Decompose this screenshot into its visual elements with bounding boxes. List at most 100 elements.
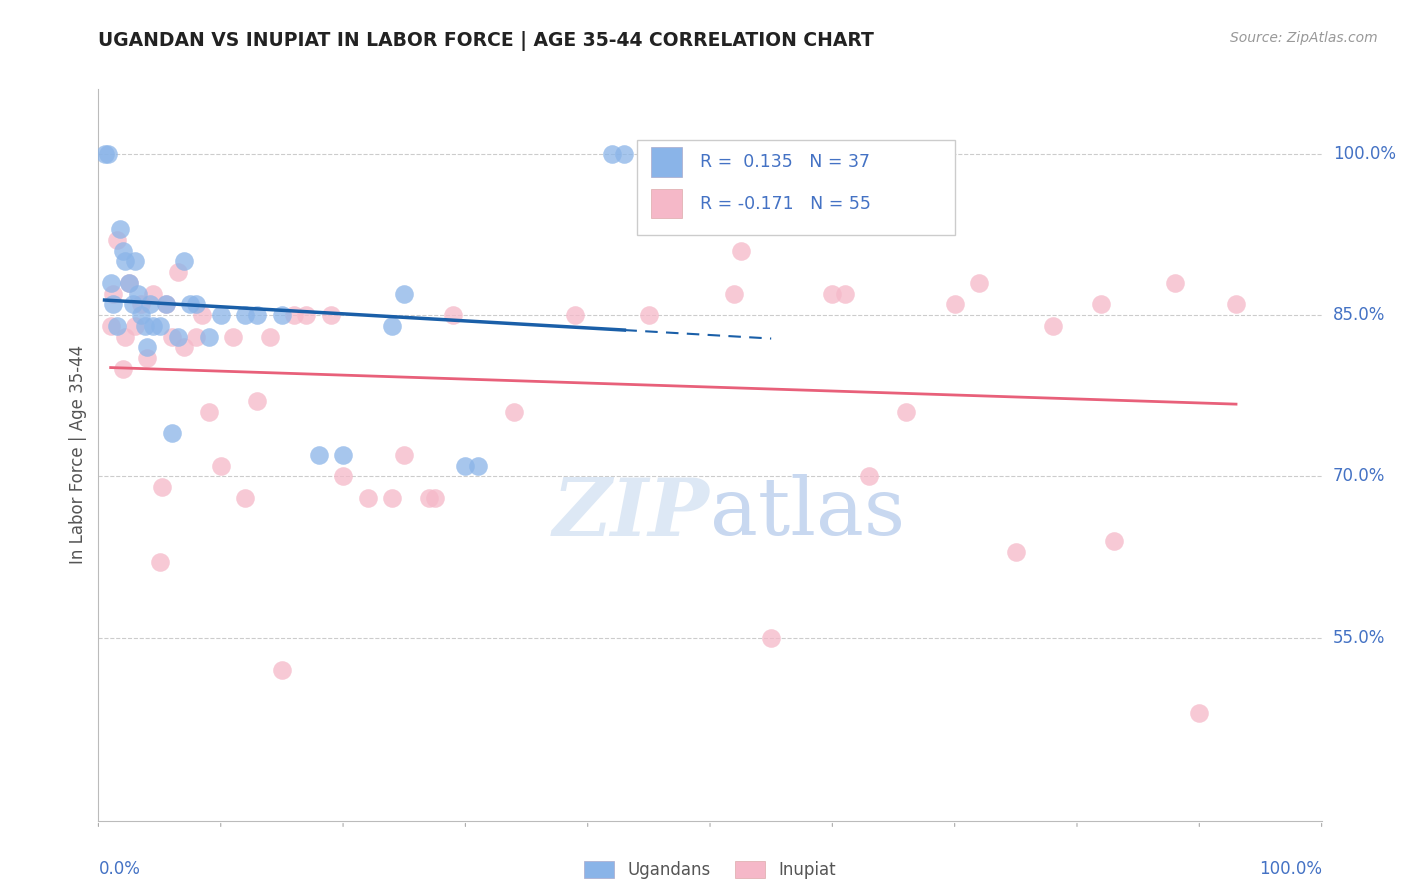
Point [381,318,404,333]
Point [179,297,201,311]
Point [332,469,354,483]
Point [93,146,115,161]
Point [173,254,195,268]
Point [149,556,172,570]
Point [392,286,416,301]
Point [233,491,256,505]
Point [142,318,165,333]
Point [136,340,159,354]
Text: 55.0%: 55.0% [1333,629,1385,647]
Point [118,276,141,290]
Point [197,405,219,419]
Point [97,146,120,161]
Point [209,308,232,322]
Point [139,297,162,311]
Point [699,157,721,171]
Point [308,448,330,462]
Point [134,318,156,333]
Point [392,448,416,462]
Point [381,491,404,505]
Legend: Ugandans, Inupiat: Ugandans, Inupiat [576,854,844,886]
Point [246,308,269,322]
Point [259,329,281,343]
Point [114,254,136,268]
Point [332,448,354,462]
Text: 100.0%: 100.0% [1258,860,1322,878]
Text: 70.0%: 70.0% [1333,467,1385,485]
Point [209,458,232,473]
Point [155,297,177,311]
Point [834,286,856,301]
Point [270,308,294,322]
Point [637,308,661,322]
Point [110,222,132,236]
Text: 85.0%: 85.0% [1333,306,1385,324]
Point [167,329,190,343]
Point [858,469,880,483]
Point [186,297,208,311]
Point [1004,545,1026,559]
Point [730,244,752,258]
Text: R = -0.171   N = 55: R = -0.171 N = 55 [700,194,872,213]
Point [222,329,245,343]
Point [943,297,966,311]
Point [246,394,269,409]
Point [136,351,159,365]
Point [821,286,844,301]
Text: atlas: atlas [710,475,905,552]
Point [454,458,477,473]
Point [160,329,183,343]
Point [142,286,165,301]
Point [356,491,378,505]
Point [155,297,177,311]
Point [173,340,195,354]
Point [111,244,134,258]
Point [100,276,122,290]
Point [101,297,124,311]
Point [894,405,917,419]
Point [100,318,122,333]
Point [101,286,124,301]
Text: Source: ZipAtlas.com: Source: ZipAtlas.com [1230,31,1378,45]
Point [1102,533,1125,548]
Text: ZIP: ZIP [553,475,710,552]
Point [723,286,745,301]
Point [129,297,152,311]
Point [564,308,586,322]
Point [761,631,783,645]
Point [1225,297,1247,311]
Point [124,254,146,268]
Point [105,318,128,333]
Text: 100.0%: 100.0% [1333,145,1396,162]
Point [467,458,489,473]
Point [319,308,342,322]
Point [191,308,214,322]
Point [121,297,143,311]
Text: 0.0%: 0.0% [98,860,141,878]
Point [1090,297,1112,311]
Y-axis label: In Labor Force | Age 35-44: In Labor Force | Age 35-44 [69,345,87,565]
Point [118,276,141,290]
Point [600,146,623,161]
Point [613,146,636,161]
Point [186,329,208,343]
FancyBboxPatch shape [637,140,955,235]
Point [167,265,190,279]
Point [270,663,294,677]
Point [197,329,219,343]
Point [127,286,149,301]
Text: R =  0.135   N = 37: R = 0.135 N = 37 [700,153,870,171]
Point [1042,318,1064,333]
Point [423,491,446,505]
Point [129,308,152,322]
Point [441,308,464,322]
Point [503,405,526,419]
Point [967,276,990,290]
Bar [651,147,682,177]
Point [149,318,172,333]
Point [124,318,146,333]
Point [160,426,183,441]
Point [418,491,440,505]
Text: UGANDAN VS INUPIAT IN LABOR FORCE | AGE 35-44 CORRELATION CHART: UGANDAN VS INUPIAT IN LABOR FORCE | AGE … [98,31,875,51]
Point [1164,276,1187,290]
